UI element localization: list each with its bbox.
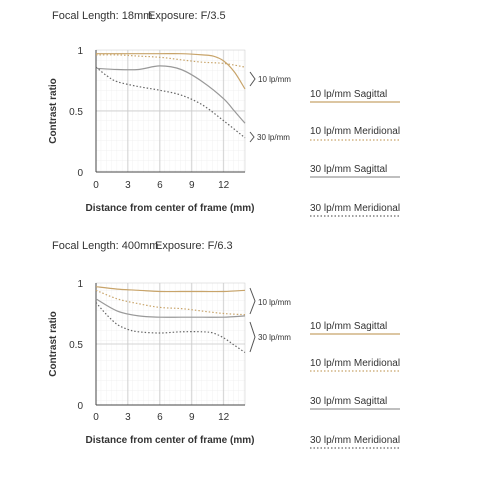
legend-item-label: 30 lp/mm Meridional <box>310 203 400 214</box>
chart-2-ytick-0: 0 <box>77 401 83 412</box>
chart-2-bracket-30-label: 30 lp/mm <box>258 333 291 342</box>
chart-1-ytick-1: 1 <box>77 46 83 57</box>
chart-2-heading-focal: Focal Length: 400mm <box>52 240 158 252</box>
series-line-30-lp-mm-meridional <box>95 66 246 139</box>
chart-2-xlabel: Distance from center of frame (mm) <box>86 435 255 446</box>
legend-item-label: 30 lp/mm Sagittal <box>310 164 387 175</box>
legend-item-label: 30 lp/mm Sagittal <box>310 396 387 407</box>
series-line-10-lp-mm-meridional <box>95 54 246 68</box>
chart-1-ytick-0: 0 <box>77 168 83 179</box>
chart-1-heading-focal: Focal Length: 18mm <box>52 10 152 22</box>
chart-1-xtick-9: 9 <box>189 180 195 191</box>
series-line-10-lp-mm-sagittal <box>95 286 246 293</box>
chart-2-xtick-6: 6 <box>157 412 163 423</box>
chart-1-xtick-12: 12 <box>218 180 230 191</box>
chart-1-bracket-30 <box>249 131 255 143</box>
chart-2-ytick-1: 1 <box>77 279 83 290</box>
chart-2-bracket-10-label: 10 lp/mm <box>258 298 291 307</box>
series-line-30-lp-mm-sagittal <box>95 298 246 318</box>
legend-item-label: 10 lp/mm Sagittal <box>310 89 387 100</box>
chart-1-ytick-0.5: 0.5 <box>69 107 83 118</box>
legend-item-label: 10 lp/mm Meridional <box>310 358 400 369</box>
chart-1-bracket-30-label: 30 lp/mm <box>257 133 290 142</box>
chart-1: Focal Length: 18mm Exposure: F/3.5 Contr… <box>48 10 400 217</box>
chart-1-bracket-10-label: 10 lp/mm <box>258 75 291 84</box>
legend-item-label: 10 lp/mm Sagittal <box>310 321 387 332</box>
chart-2-legend: 10 lp/mm Sagittal 10 lp/mm Meridional 30… <box>310 321 400 449</box>
chart-2-ytick-0.5: 0.5 <box>69 340 83 351</box>
chart-2-bracket-30 <box>249 321 256 353</box>
series-line-10-lp-mm-sagittal <box>95 53 246 90</box>
chart-2-ylabel: Contrast ratio <box>48 311 59 377</box>
chart-2-xtick-9: 9 <box>189 412 195 423</box>
chart-1-xtick-0: 0 <box>93 180 99 191</box>
chart-1-series-lines <box>95 53 246 139</box>
chart-2-major-grid <box>96 283 245 405</box>
chart-1-heading-exposure: Exposure: F/3.5 <box>148 10 226 22</box>
series-line-30-lp-mm-sagittal <box>95 65 246 124</box>
legend-item-label: 10 lp/mm Meridional <box>310 126 400 137</box>
chart-2-xtick-0: 0 <box>93 412 99 423</box>
legend-item-label: 30 lp/mm Meridional <box>310 435 400 446</box>
chart-2-heading-exposure: Exposure: F/6.3 <box>155 240 233 252</box>
chart-1-bracket-10 <box>249 71 256 87</box>
series-line-10-lp-mm-meridional <box>95 289 246 316</box>
chart-2-bracket-10 <box>249 287 256 315</box>
chart-1-xtick-6: 6 <box>157 180 163 191</box>
chart-2-xtick-12: 12 <box>218 412 230 423</box>
chart-1-axes <box>95 50 245 173</box>
chart-1-legend: 10 lp/mm Sagittal 10 lp/mm Meridional 30… <box>310 89 400 217</box>
chart-1-xtick-3: 3 <box>125 180 131 191</box>
series-line-30-lp-mm-meridional <box>95 302 246 353</box>
chart-1-xlabel: Distance from center of frame (mm) <box>86 203 255 214</box>
chart-2-series-lines <box>95 286 246 353</box>
chart-1-ylabel: Contrast ratio <box>48 78 59 144</box>
chart-2: Focal Length: 400mm Exposure: F/6.3 Cont… <box>48 240 400 449</box>
chart-2-xtick-3: 3 <box>125 412 131 423</box>
